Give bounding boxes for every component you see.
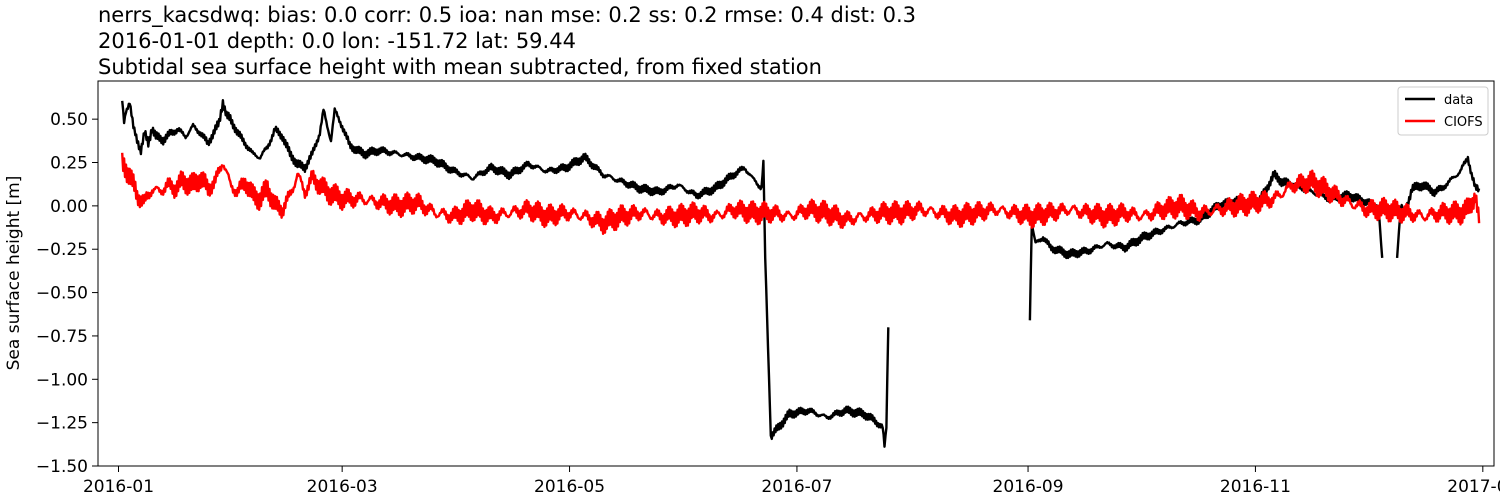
y-axis: 0.50 0.25 0.00 −0.25 −0.50 −0.75 −1.00 −1.25 −1.…	[36, 110, 98, 477]
chart-title-line-1: nerrs_kacsdwq: bias: 0.0 corr: 0.5 ioa: …	[98, 3, 916, 28]
x-tick-label: 2017-01	[1447, 477, 1500, 497]
series-line-data	[121, 98, 890, 448]
y-tick-label: −1.25	[36, 414, 88, 434]
series-line-ciofs	[121, 152, 1481, 236]
y-tick-label: −0.50	[36, 284, 88, 304]
y-tick-label: −0.75	[36, 327, 88, 347]
legend: data CIOFS	[1397, 86, 1489, 136]
x-tick-label: 2016-11	[1220, 477, 1291, 497]
chart-title-line-2: 2016-01-01 depth: 0.0 lon: -151.72 lat: …	[98, 29, 576, 53]
y-tick-label: 0.50	[50, 110, 88, 130]
y-tick-label: −1.50	[36, 457, 88, 477]
legend-label-ciofs: CIOFS	[1444, 115, 1483, 130]
x-tick-label: 2016-09	[993, 477, 1064, 497]
x-tick-label: 2016-03	[307, 477, 378, 497]
series-line-data	[1028, 169, 1384, 321]
legend-label-data: data	[1444, 93, 1473, 108]
chart-title-line-3: Subtidal sea surface height with mean su…	[98, 55, 822, 79]
y-axis-label: Sea surface height [m]	[4, 176, 24, 371]
y-tick-label: −1.00	[36, 370, 88, 390]
y-tick-label: 0.00	[50, 197, 88, 217]
series-layer	[121, 98, 1481, 448]
y-tick-label: −0.25	[36, 240, 88, 260]
x-tick-label: 2016-07	[761, 477, 832, 497]
series-line-data	[1395, 155, 1481, 258]
y-tick-label: 0.25	[50, 154, 88, 174]
x-tick-label: 2016-05	[534, 477, 605, 497]
plot-frame	[97, 80, 1495, 467]
x-tick-label: 2016-01	[83, 477, 154, 497]
x-axis: 2016-01 2016-03 2016-05 2016-07 2016-09 2016-…	[83, 466, 1500, 497]
